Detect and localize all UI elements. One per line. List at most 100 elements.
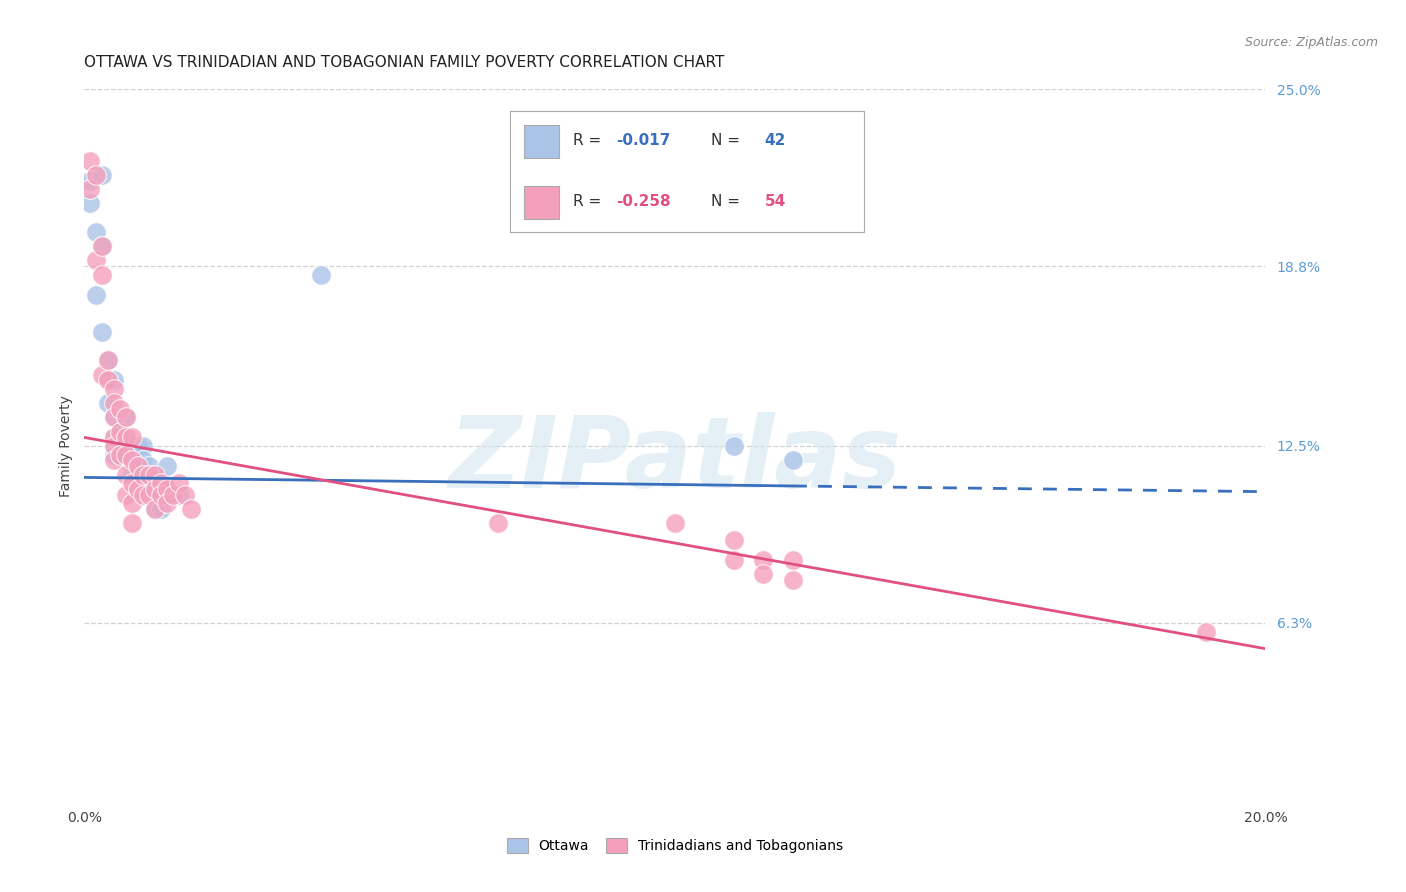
- Point: [108, 425, 131, 439]
- Point: [103, 410, 125, 425]
- Point: [132, 487, 155, 501]
- Point: [103, 439, 125, 453]
- Point: [97, 353, 120, 368]
- Point: [782, 453, 804, 467]
- Point: [143, 467, 166, 482]
- Point: [121, 496, 143, 510]
- Point: [103, 430, 125, 444]
- Point: [723, 533, 745, 548]
- Point: [127, 458, 149, 473]
- Point: [167, 476, 190, 491]
- Point: [114, 467, 136, 482]
- Point: [121, 516, 143, 530]
- Point: [156, 482, 179, 496]
- Point: [103, 410, 125, 425]
- Point: [150, 501, 173, 516]
- Point: [143, 501, 166, 516]
- Point: [180, 501, 202, 516]
- Point: [752, 567, 775, 582]
- Point: [114, 453, 136, 467]
- Point: [97, 373, 120, 387]
- Point: [91, 368, 114, 382]
- Point: [103, 430, 125, 444]
- Point: [84, 225, 107, 239]
- Point: [114, 430, 136, 444]
- Point: [127, 482, 149, 496]
- Point: [108, 425, 131, 439]
- Point: [108, 442, 131, 456]
- Point: [103, 396, 125, 410]
- Point: [782, 573, 804, 587]
- Point: [143, 482, 166, 496]
- Point: [752, 553, 775, 567]
- Point: [127, 439, 149, 453]
- Point: [114, 487, 136, 501]
- Point: [138, 487, 160, 501]
- Point: [79, 173, 101, 187]
- Point: [97, 396, 120, 410]
- Point: [121, 476, 143, 491]
- Point: [782, 553, 804, 567]
- Legend: Ottawa, Trinidadians and Tobagonians: Ottawa, Trinidadians and Tobagonians: [501, 831, 849, 860]
- Point: [723, 553, 745, 567]
- Point: [91, 239, 114, 253]
- Point: [79, 153, 101, 168]
- Point: [127, 458, 149, 473]
- Point: [91, 239, 114, 253]
- Point: [91, 168, 114, 182]
- Point: [103, 439, 125, 453]
- Point: [156, 458, 179, 473]
- Point: [91, 268, 114, 282]
- Point: [143, 482, 166, 496]
- Point: [486, 516, 509, 530]
- Point: [132, 453, 155, 467]
- Point: [132, 467, 155, 482]
- Point: [103, 382, 125, 396]
- Point: [108, 401, 131, 416]
- Point: [132, 439, 155, 453]
- Point: [103, 373, 125, 387]
- Point: [91, 325, 114, 339]
- Text: Source: ZipAtlas.com: Source: ZipAtlas.com: [1244, 36, 1378, 49]
- Point: [121, 453, 143, 467]
- Point: [103, 448, 125, 462]
- Point: [97, 353, 120, 368]
- Point: [114, 410, 136, 425]
- Point: [84, 287, 107, 301]
- Point: [156, 496, 179, 510]
- Point: [309, 268, 332, 282]
- Point: [723, 439, 745, 453]
- Point: [114, 434, 136, 448]
- Point: [156, 482, 179, 496]
- Point: [664, 516, 686, 530]
- Point: [138, 458, 160, 473]
- Point: [84, 253, 107, 268]
- Text: OTTAWA VS TRINIDADIAN AND TOBAGONIAN FAMILY POVERTY CORRELATION CHART: OTTAWA VS TRINIDADIAN AND TOBAGONIAN FAM…: [84, 54, 724, 70]
- Point: [150, 476, 173, 491]
- Point: [121, 467, 143, 482]
- Point: [114, 448, 136, 462]
- Point: [79, 196, 101, 211]
- Point: [150, 487, 173, 501]
- Point: [97, 373, 120, 387]
- Text: ZIPatlas: ZIPatlas: [449, 412, 901, 508]
- Point: [143, 467, 166, 482]
- Point: [143, 501, 166, 516]
- Point: [108, 448, 131, 462]
- Point: [103, 453, 125, 467]
- Point: [173, 487, 195, 501]
- Point: [150, 473, 173, 487]
- Point: [1195, 624, 1218, 639]
- Point: [121, 439, 143, 453]
- Point: [84, 168, 107, 182]
- Point: [167, 487, 190, 501]
- Point: [121, 453, 143, 467]
- Point: [162, 487, 184, 501]
- Point: [121, 430, 143, 444]
- Point: [138, 473, 160, 487]
- Point: [79, 182, 101, 196]
- Point: [150, 487, 173, 501]
- Y-axis label: Family Poverty: Family Poverty: [59, 395, 73, 497]
- Point: [143, 491, 166, 505]
- Point: [114, 410, 136, 425]
